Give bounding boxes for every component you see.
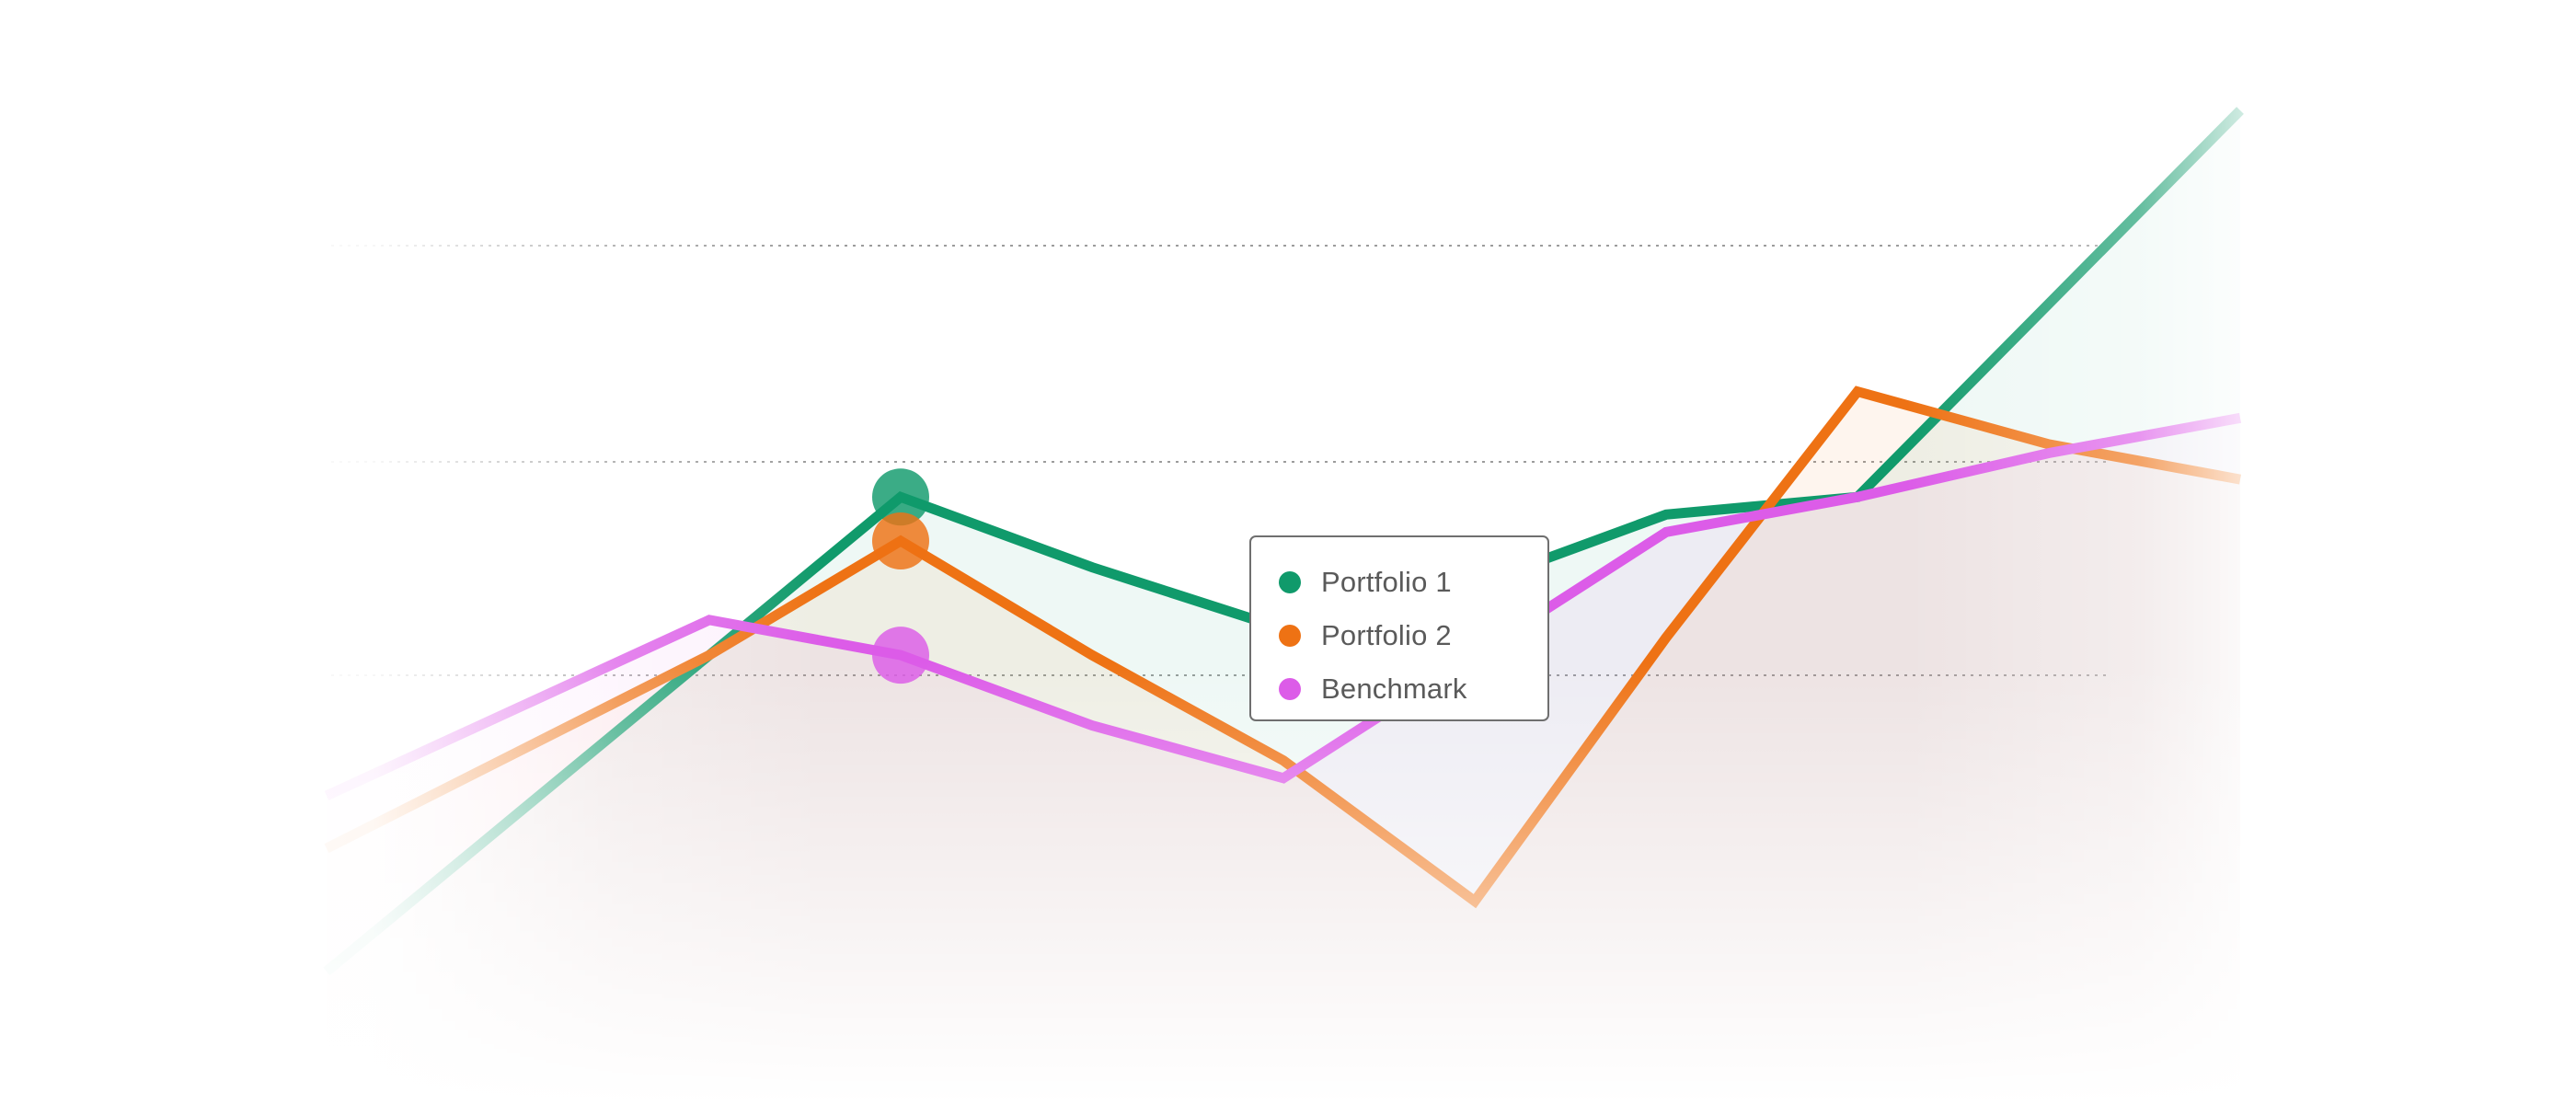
benchmark-hover-point [872, 627, 929, 684]
portfolio-2-dot-icon [1279, 625, 1301, 647]
portfolio-1-dot-icon [1279, 571, 1301, 593]
portfolio-1-hover-point [872, 468, 929, 526]
tooltip-row-portfolio-1: Portfolio 1 [1279, 556, 1547, 609]
portfolio-2-hover-point [872, 512, 929, 569]
hover-tooltip: Portfolio 1 Portfolio 2 Benchmark [1249, 535, 1549, 721]
hover-markers [872, 468, 929, 684]
tooltip-label: Portfolio 2 [1321, 619, 1452, 651]
tooltip-label: Benchmark [1321, 673, 1467, 705]
tooltip-label: Portfolio 1 [1321, 566, 1452, 598]
tooltip-row-portfolio-2: Portfolio 2 [1279, 609, 1547, 662]
tooltip-row-benchmark: Benchmark [1279, 662, 1547, 716]
benchmark-dot-icon [1279, 678, 1301, 700]
